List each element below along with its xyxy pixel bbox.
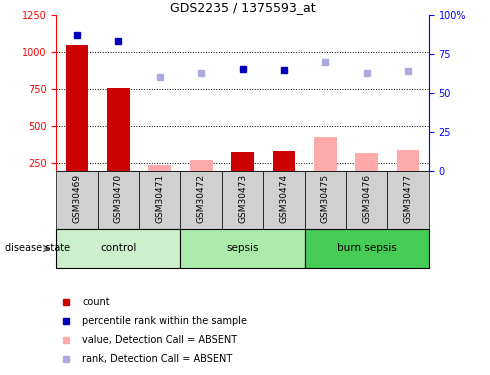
Text: GSM30474: GSM30474 (279, 174, 289, 222)
Bar (180, 229, 305, 268)
Text: GSM30470: GSM30470 (114, 174, 123, 223)
Text: percentile rank within the sample: percentile rank within the sample (82, 316, 247, 326)
Bar (222, 171, 263, 229)
Bar (56, 171, 98, 229)
Bar (148, 165, 171, 171)
Text: GSM30476: GSM30476 (362, 174, 371, 223)
Bar (56, 229, 180, 268)
Text: disease state: disease state (5, 243, 70, 254)
Text: control: control (100, 243, 137, 254)
Text: GSM30477: GSM30477 (404, 174, 413, 223)
Bar (231, 152, 254, 171)
Text: value, Detection Call = ABSENT: value, Detection Call = ABSENT (82, 335, 238, 345)
Text: GSM30469: GSM30469 (73, 174, 81, 223)
Bar (272, 151, 295, 171)
Text: GSM30471: GSM30471 (155, 174, 164, 223)
Bar (388, 171, 429, 229)
Bar (139, 171, 180, 229)
Bar (180, 171, 222, 229)
Text: GSM30472: GSM30472 (196, 174, 206, 222)
Bar (98, 171, 139, 229)
Bar (355, 153, 378, 171)
Title: GDS2235 / 1375593_at: GDS2235 / 1375593_at (170, 1, 316, 14)
Text: count: count (82, 297, 110, 307)
Text: GSM30475: GSM30475 (321, 174, 330, 223)
Text: sepsis: sepsis (226, 243, 259, 254)
Bar (305, 229, 429, 268)
Bar (66, 45, 88, 171)
Bar (305, 171, 346, 229)
Text: GSM30473: GSM30473 (238, 174, 247, 223)
Bar (190, 160, 213, 171)
Bar (346, 171, 388, 229)
Bar (107, 88, 130, 171)
Text: burn sepsis: burn sepsis (337, 243, 396, 254)
Bar (314, 136, 337, 171)
Bar (263, 171, 305, 229)
Bar (397, 150, 419, 171)
Text: rank, Detection Call = ABSENT: rank, Detection Call = ABSENT (82, 354, 233, 364)
